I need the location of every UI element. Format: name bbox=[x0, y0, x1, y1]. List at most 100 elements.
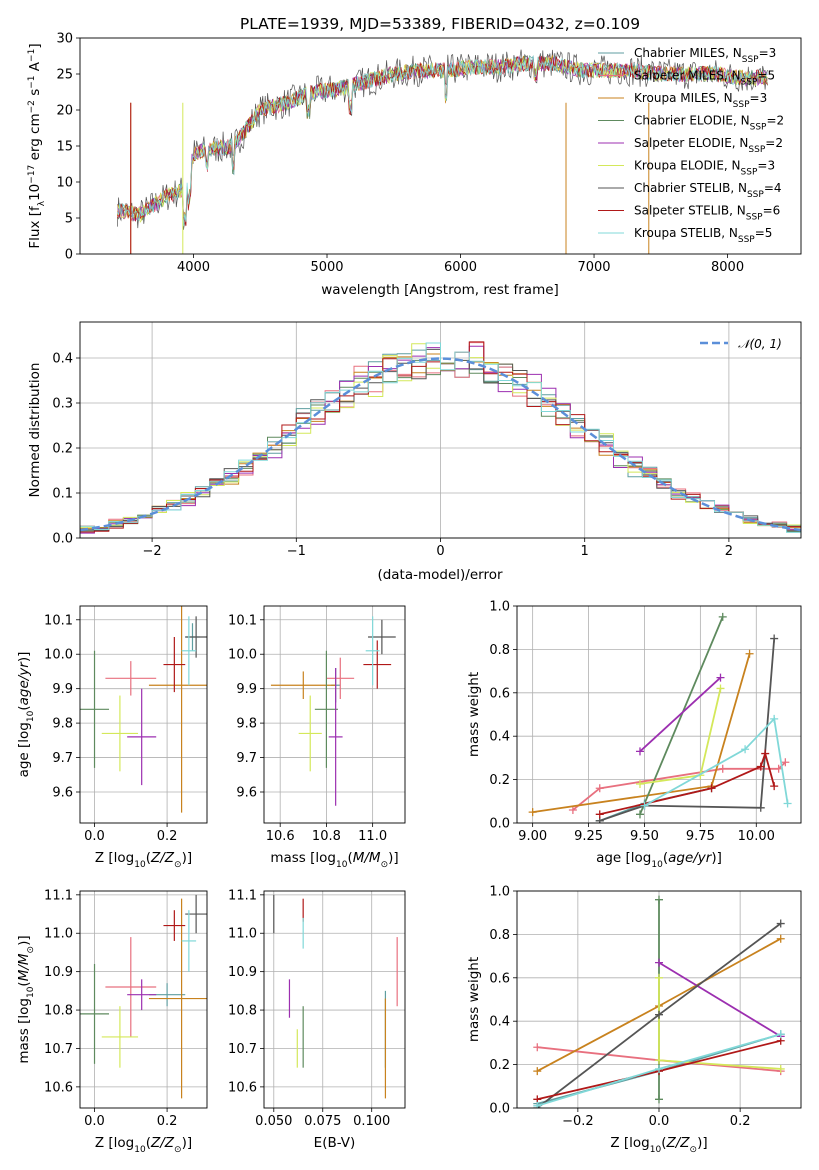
x-tick-label: 6000 bbox=[444, 260, 477, 275]
weight-marker bbox=[655, 958, 663, 967]
weight-marker bbox=[655, 973, 663, 982]
axes-frame bbox=[79, 605, 208, 824]
x-tick-label: 0.2 bbox=[157, 1114, 178, 1129]
weight-line bbox=[644, 716, 789, 807]
y-tick-label: 0 bbox=[65, 248, 73, 263]
legend: Chabrier MILES, NSSP=3 Salpeter MILES, NS… bbox=[598, 46, 784, 245]
y-tick-label: 9.6 bbox=[52, 786, 73, 801]
y-tick-label: 0.6 bbox=[489, 971, 510, 986]
weight-line bbox=[639, 676, 722, 753]
weight-marker bbox=[707, 784, 716, 793]
y-tick-label: 20 bbox=[56, 104, 73, 119]
mass-weight-vs-age-axes: 9.00 9.25 9.50 9.75 10.00 0.0 0.2 0.4 0.6 0.8 1.0 a… bbox=[466, 600, 802, 870]
weight-marker bbox=[533, 1067, 542, 1076]
weight-marker bbox=[741, 745, 750, 754]
y-tick-label: 10.6 bbox=[228, 1080, 257, 1095]
x-axis-label: Z [log10(Z/Z⊙)] bbox=[610, 1135, 707, 1155]
weight-marker bbox=[568, 805, 577, 814]
weight-marker bbox=[776, 1030, 785, 1039]
legend-label: Salpeter STELIB, NSSP=6 bbox=[634, 204, 780, 223]
x-tick-label: 9.25 bbox=[574, 829, 603, 844]
x-tick-label: 9.50 bbox=[630, 829, 659, 844]
y-tick-label: 10.6 bbox=[44, 1080, 73, 1095]
y-axis-label: Normed distribution bbox=[27, 363, 43, 498]
y-tick-label: 25 bbox=[56, 68, 73, 83]
y-tick-label: 9.7 bbox=[52, 751, 73, 766]
y-tick-label: 1.0 bbox=[489, 600, 510, 615]
y-axis-label: mass [log10(M/M⊙)] bbox=[16, 935, 36, 1063]
spectrum-marks bbox=[117, 49, 768, 254]
x-axis-label: E(B-V) bbox=[314, 1135, 356, 1151]
legend-label: Chabrier MILES, NSSP=3 bbox=[634, 46, 776, 65]
weight-marker bbox=[635, 747, 644, 756]
y-tick-label: 0.8 bbox=[489, 643, 510, 658]
legend-label: Salpeter MILES, NSSP=5 bbox=[634, 69, 775, 88]
x-tick-label: 0.0 bbox=[649, 1114, 670, 1129]
x-tick-label: 10.00 bbox=[738, 829, 775, 844]
age-vs-mass-marks bbox=[270, 616, 396, 806]
x-tick-label: 10.6 bbox=[266, 829, 295, 844]
y-tick-label: 10 bbox=[56, 176, 73, 191]
y-tick-label: 0.4 bbox=[489, 1015, 510, 1030]
weight-marker bbox=[595, 810, 604, 819]
weight-marker bbox=[595, 784, 604, 793]
x-axis-label: (data-model)/error bbox=[377, 567, 503, 583]
y-tick-label: 10.0 bbox=[228, 648, 257, 663]
y-tick-label: 0.0 bbox=[52, 532, 73, 547]
spectrum-axes: 4000 5000 6000 7000 8000 0 5 10 15 20 25 30 waveleng… bbox=[27, 32, 802, 298]
y-tick-label: 11.1 bbox=[44, 888, 73, 903]
weight-marker bbox=[770, 634, 779, 643]
y-tick-label: 0.4 bbox=[489, 730, 510, 745]
figure-title: PLATE=1939, MJD=53389, FIBERID=0432, z=0… bbox=[240, 15, 640, 33]
mass-vs-Z-marks bbox=[80, 894, 207, 1099]
x-axis-label: age [log10(age/yr)] bbox=[596, 850, 722, 870]
weight-marker bbox=[761, 749, 770, 758]
y-tick-label: 9.8 bbox=[52, 717, 73, 732]
weight-marker bbox=[718, 612, 727, 621]
weight-marker bbox=[781, 758, 790, 767]
y-tick-label: 0.2 bbox=[489, 1058, 510, 1073]
spectrum-line bbox=[117, 55, 768, 227]
weight-marker bbox=[655, 1010, 663, 1019]
x-tick-label: −2 bbox=[143, 544, 162, 559]
weight-marker bbox=[655, 1064, 663, 1073]
x-tick-label: 11.0 bbox=[358, 829, 387, 844]
x-tick-label: −0.2 bbox=[562, 1114, 594, 1129]
legend-label: Chabrier STELIB, NSSP=4 bbox=[634, 181, 782, 200]
y-tick-label: 10.9 bbox=[44, 965, 73, 980]
weight-marker bbox=[635, 810, 644, 819]
axes-frame bbox=[79, 321, 802, 539]
x-axis-label: Z [log10(Z/Z⊙)] bbox=[95, 1135, 192, 1155]
histogram-series bbox=[80, 342, 801, 538]
weight-marker bbox=[776, 919, 785, 928]
weight-marker bbox=[528, 808, 537, 817]
weight-marker bbox=[533, 1043, 542, 1052]
x-tick-label: 2 bbox=[725, 544, 733, 559]
weight-marker bbox=[770, 782, 779, 791]
axes-frame bbox=[79, 37, 802, 255]
weight-marker bbox=[770, 714, 779, 723]
y-tick-label: 10.7 bbox=[228, 1042, 257, 1057]
y-tick-label: 9.9 bbox=[52, 682, 73, 697]
x-tick-label: 0.050 bbox=[255, 1114, 292, 1129]
y-tick-label: 0.1 bbox=[52, 487, 73, 502]
y-tick-label: 0.2 bbox=[489, 773, 510, 788]
x-tick-label: 0 bbox=[436, 544, 444, 559]
y-axis-label: mass weight bbox=[466, 672, 482, 757]
weight-marker bbox=[640, 801, 649, 810]
y-tick-label: 0.4 bbox=[52, 352, 73, 367]
y-tick-label: 10.9 bbox=[228, 965, 257, 980]
x-tick-label: 5000 bbox=[310, 260, 343, 275]
x-tick-label: 4000 bbox=[177, 260, 210, 275]
x-tick-label: 0.2 bbox=[730, 1114, 751, 1129]
weight-marker bbox=[756, 762, 765, 771]
weight-marker bbox=[533, 1101, 542, 1108]
weight-line bbox=[658, 961, 782, 1038]
y-tick-label: 10.7 bbox=[44, 1042, 73, 1057]
legend-label: Chabrier ELODIE, NSSP=2 bbox=[634, 114, 784, 133]
y-tick-label: 10.0 bbox=[44, 648, 73, 663]
x-tick-label: 0.100 bbox=[353, 1114, 390, 1129]
y-tick-label: 0.0 bbox=[489, 817, 510, 832]
x-tick-label: −1 bbox=[287, 544, 306, 559]
mass-weight-vs-Z-marks bbox=[533, 895, 785, 1108]
